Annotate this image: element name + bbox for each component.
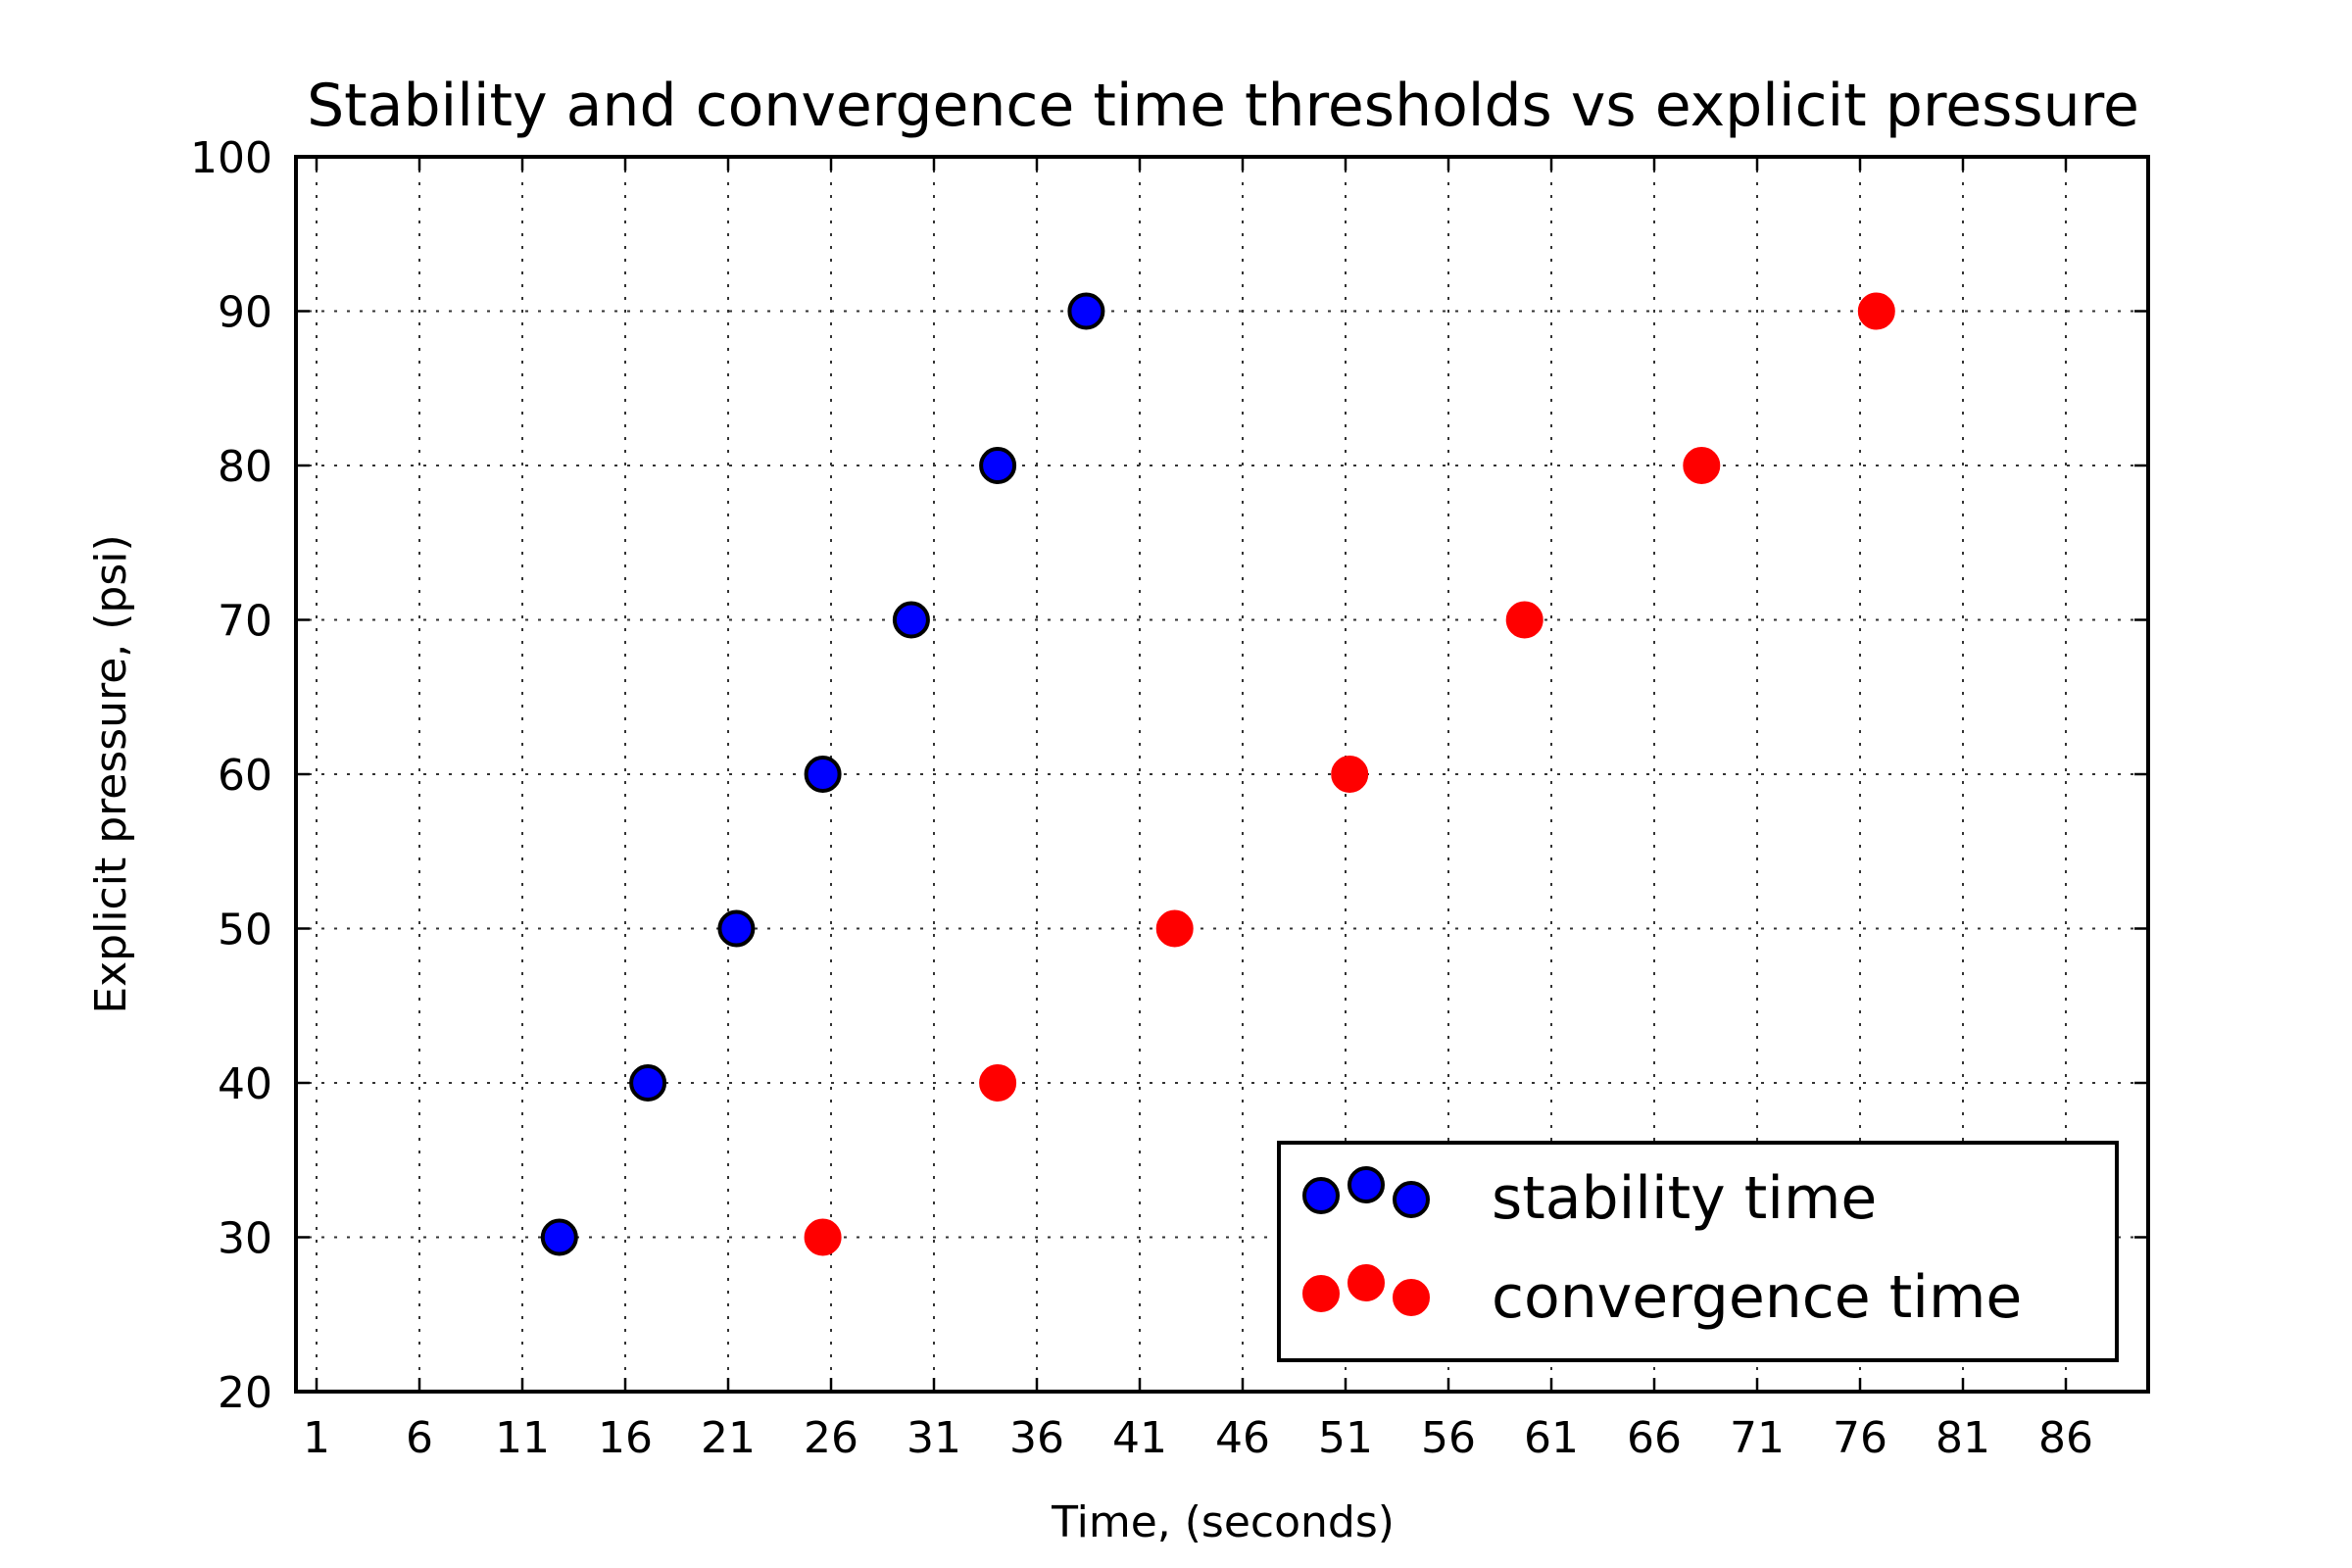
x-tick-label: 1 — [303, 1413, 330, 1463]
legend-label-convergence: convergence time — [1492, 1263, 2022, 1332]
convergence-point — [979, 1064, 1017, 1102]
x-tick-label: 66 — [1627, 1413, 1682, 1463]
x-tick-label: 56 — [1421, 1413, 1476, 1463]
convergence-point — [1857, 292, 1895, 330]
x-tick-label: 41 — [1112, 1413, 1167, 1463]
x-tick-label: 11 — [495, 1413, 550, 1463]
legend-marker-dot — [1393, 1181, 1430, 1218]
y-tick-label: 100 — [190, 133, 272, 183]
stability-point — [1067, 292, 1105, 330]
legend-marker-convergence — [1302, 1264, 1430, 1316]
legend-marker-dot — [1348, 1166, 1385, 1203]
plot-frame — [294, 155, 2150, 1394]
stability-point — [804, 756, 842, 793]
legend-marker-dot — [1302, 1177, 1340, 1214]
data-points — [540, 292, 1895, 1256]
convergence-point — [1155, 909, 1194, 948]
legend-marker-stability — [1302, 1166, 1430, 1218]
x-tick-label: 61 — [1524, 1413, 1579, 1463]
y-tick-labels: 20 30 40 50 60 70 80 90 100 — [190, 133, 272, 1418]
x-tick-label: 81 — [1936, 1413, 1990, 1463]
x-tick-label: 26 — [804, 1413, 858, 1463]
x-tick-label: 16 — [598, 1413, 653, 1463]
chart-title: Stability and convergence time threshold… — [307, 72, 2139, 140]
y-tick-label: 30 — [218, 1214, 272, 1264]
x-tick-label: 6 — [406, 1413, 433, 1463]
x-tick-label: 31 — [906, 1413, 961, 1463]
y-tick-label: 90 — [218, 288, 272, 338]
x-axis-label: Time, (seconds) — [1051, 1497, 1395, 1547]
y-tick-label: 50 — [218, 906, 272, 956]
legend-marker-dot — [1302, 1275, 1340, 1312]
y-axis-label: Explicit pressure, (psi) — [86, 534, 136, 1013]
stability-point — [540, 1218, 578, 1256]
convergence-point — [1505, 601, 1544, 639]
x-tick-label: 21 — [701, 1413, 756, 1463]
convergence-point — [804, 1218, 842, 1256]
stability-point — [892, 601, 930, 639]
stability-point — [979, 447, 1017, 484]
y-tick-label: 80 — [218, 442, 272, 492]
stability-point — [629, 1064, 667, 1102]
grid-lines — [296, 157, 2148, 1392]
y-tick-label: 70 — [218, 597, 272, 647]
stability-point — [717, 909, 756, 948]
x-tick-labels: 1 6 11 16 21 26 31 36 41 46 51 56 61 66 71 76 81 86 — [303, 1413, 2093, 1463]
legend-marker-dot — [1393, 1279, 1430, 1316]
convergence-point — [1683, 447, 1721, 484]
x-tick-label: 76 — [1833, 1413, 1887, 1463]
y-tick-label: 40 — [218, 1059, 272, 1109]
x-tick-label: 51 — [1318, 1413, 1373, 1463]
legend-label-stability: stability time — [1492, 1164, 1877, 1233]
legend-frame — [1277, 1141, 2119, 1362]
legend-marker-dot — [1348, 1264, 1385, 1301]
convergence-point — [1331, 756, 1369, 793]
x-tick-label: 46 — [1215, 1413, 1270, 1463]
x-tick-label: 36 — [1009, 1413, 1064, 1463]
y-tick-label: 60 — [218, 751, 272, 801]
x-tick-label: 86 — [2038, 1413, 2093, 1463]
y-tick-label: 20 — [218, 1368, 272, 1418]
x-tick-label: 71 — [1730, 1413, 1785, 1463]
legend: stability time convergence time — [1277, 1141, 2119, 1362]
